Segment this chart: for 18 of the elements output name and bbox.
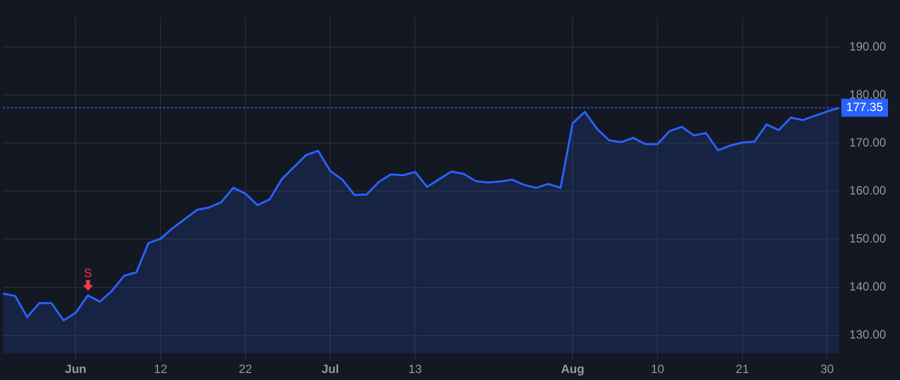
x-tick-label: 13 (408, 362, 422, 376)
x-tick-label: Jul (322, 362, 339, 376)
x-tick-label: 21 (736, 362, 750, 376)
y-tick-label: 160.00 (849, 183, 886, 198)
y-tick-label: 180.00 (849, 87, 886, 102)
x-tick-label: 10 (650, 362, 664, 376)
y-tick-label: 140.00 (849, 280, 886, 294)
y-tick-label: 170.00 (849, 135, 886, 150)
x-tick-label: 12 (154, 362, 168, 376)
x-tick-label: 30 (820, 362, 834, 376)
x-tick-label: Aug (560, 362, 584, 376)
x-tick-label: Jun (65, 362, 86, 376)
x-tick-label: 22 (238, 362, 252, 376)
y-tick-label: 150.00 (849, 232, 886, 246)
ref-line-label: 177.35 (846, 100, 884, 114)
annotation: S (84, 266, 92, 280)
y-tick-label: 130.00 (849, 328, 886, 342)
y-tick-label: 190.00 (849, 39, 886, 54)
